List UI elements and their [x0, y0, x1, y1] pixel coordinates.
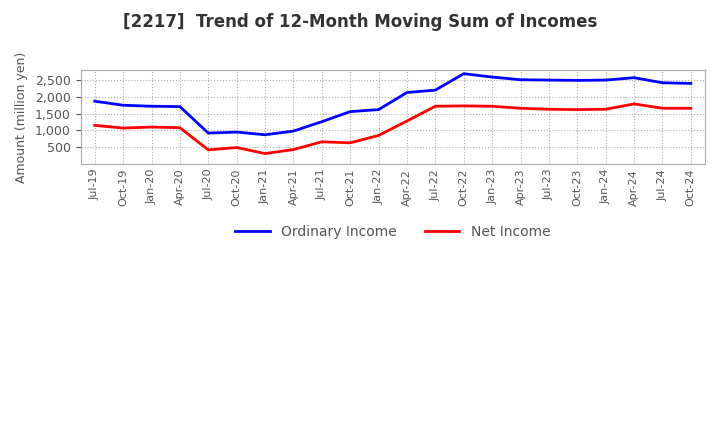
Net Income — [318, 139, 326, 144]
Ordinary Income — [374, 107, 383, 112]
Text: [2217]  Trend of 12-Month Moving Sum of Incomes: [2217] Trend of 12-Month Moving Sum of I… — [123, 13, 597, 31]
Ordinary Income — [318, 119, 326, 125]
Ordinary Income — [147, 103, 156, 109]
Ordinary Income — [346, 109, 354, 114]
Ordinary Income — [261, 132, 269, 137]
Legend: Ordinary Income, Net Income: Ordinary Income, Net Income — [230, 220, 556, 245]
Ordinary Income — [176, 104, 184, 109]
Net Income — [630, 101, 639, 106]
Ordinary Income — [289, 128, 298, 134]
Net Income — [374, 133, 383, 138]
Net Income — [204, 147, 212, 153]
Ordinary Income — [630, 75, 639, 81]
Net Income — [516, 106, 525, 111]
Ordinary Income — [487, 74, 496, 80]
Net Income — [658, 106, 667, 111]
Net Income — [119, 125, 127, 131]
Line: Ordinary Income: Ordinary Income — [95, 73, 690, 135]
Ordinary Income — [402, 90, 411, 95]
Net Income — [686, 106, 695, 111]
Ordinary Income — [544, 77, 553, 83]
Net Income — [176, 125, 184, 130]
Net Income — [147, 125, 156, 130]
Net Income — [289, 147, 298, 152]
Net Income — [544, 106, 553, 112]
Net Income — [402, 118, 411, 124]
Net Income — [261, 151, 269, 156]
Line: Net Income: Net Income — [95, 104, 690, 154]
Net Income — [601, 106, 610, 112]
Net Income — [91, 123, 99, 128]
Net Income — [346, 140, 354, 146]
Y-axis label: Amount (million yen): Amount (million yen) — [15, 51, 28, 183]
Ordinary Income — [516, 77, 525, 82]
Ordinary Income — [204, 130, 212, 136]
Net Income — [487, 103, 496, 109]
Ordinary Income — [601, 77, 610, 83]
Ordinary Income — [119, 103, 127, 108]
Ordinary Income — [459, 71, 468, 76]
Ordinary Income — [91, 99, 99, 104]
Net Income — [233, 145, 241, 150]
Net Income — [431, 103, 440, 109]
Net Income — [459, 103, 468, 109]
Ordinary Income — [686, 81, 695, 86]
Ordinary Income — [233, 129, 241, 135]
Ordinary Income — [431, 88, 440, 93]
Ordinary Income — [573, 78, 582, 83]
Net Income — [573, 107, 582, 112]
Ordinary Income — [658, 80, 667, 85]
